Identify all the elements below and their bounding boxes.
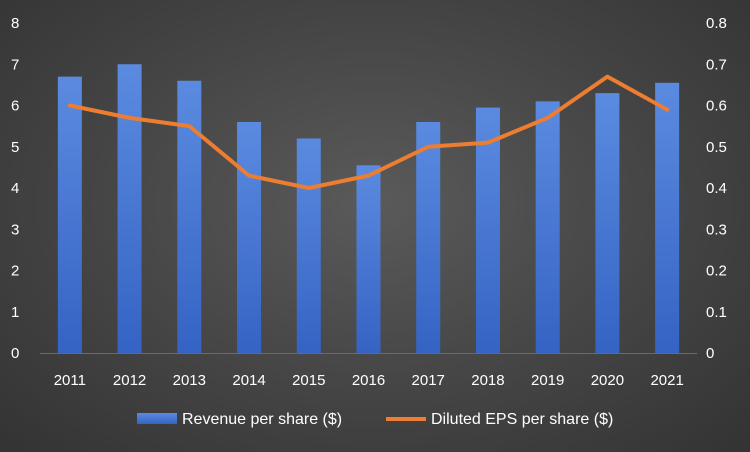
left-tick-label: 5 (11, 139, 19, 156)
left-tick-label: 0 (11, 345, 19, 362)
bar-revenue-2020 (595, 93, 620, 354)
right-tick-label: 0.2 (706, 263, 727, 280)
right-tick-label: 0.7 (706, 56, 727, 73)
legend-bar-label: Revenue per share ($) (182, 411, 342, 428)
x-tick-label: 2018 (471, 372, 504, 389)
x-axis: 2011 2012 2013 2014 2015 2016 2017 2018 2019 2020… (40, 353, 697, 389)
line-layer (67, 74, 670, 190)
bar-revenue-2014 (237, 122, 262, 353)
left-tick-label: 1 (11, 304, 19, 321)
bars-layer (57, 64, 680, 354)
x-tick-label: 2019 (531, 372, 564, 389)
bar-revenue-2018 (475, 107, 500, 353)
right-tick-label: 0.8 (706, 15, 727, 32)
right-tick-label: 0.3 (706, 221, 727, 238)
right-tick-label: 0.6 (706, 98, 727, 115)
right-tick-label: 0 (706, 345, 714, 362)
x-tick-label: 2011 (54, 372, 86, 389)
x-tick-label: 2015 (292, 372, 325, 389)
bar-revenue-2011 (57, 76, 82, 354)
bar-revenue-2016 (356, 165, 381, 353)
x-tick-label: 2020 (591, 372, 624, 389)
left-tick-label: 2 (11, 263, 19, 280)
left-tick-label: 7 (11, 56, 19, 73)
x-tick-label: 2014 (232, 372, 265, 389)
right-tick-label: 0.5 (706, 139, 727, 156)
x-tick-label: 2021 (650, 372, 683, 389)
right-tick-label: 0.1 (706, 304, 727, 321)
left-tick-label: 6 (11, 98, 19, 115)
left-tick-label: 8 (11, 15, 19, 32)
legend-line-label: Diluted EPS per share ($) (431, 411, 613, 428)
left-tick-label: 4 (11, 180, 19, 197)
x-tick-label: 2016 (352, 372, 385, 389)
x-tick-label: 2017 (412, 372, 445, 389)
legend-bar-swatch (137, 413, 177, 424)
bar-revenue-2021 (655, 82, 680, 353)
left-tick-label: 3 (11, 221, 19, 238)
bar-revenue-2012 (117, 64, 142, 353)
bar-revenue-2015 (296, 138, 321, 353)
bar-revenue-2017 (416, 122, 441, 353)
bar-revenue-2013 (177, 80, 202, 353)
left-y-axis: 0 1 2 3 4 5 6 7 8 (11, 15, 19, 362)
right-tick-label: 0.4 (706, 180, 727, 197)
x-tick-label: 2012 (113, 372, 146, 389)
right-y-axis: 0 0.1 0.2 0.3 0.4 0.5 0.6 0.7 0.8 (706, 15, 727, 362)
x-tick-label: 2013 (173, 372, 206, 389)
bar-revenue-2019 (535, 101, 560, 353)
legend: Revenue per share ($) Diluted EPS per sh… (137, 411, 613, 428)
